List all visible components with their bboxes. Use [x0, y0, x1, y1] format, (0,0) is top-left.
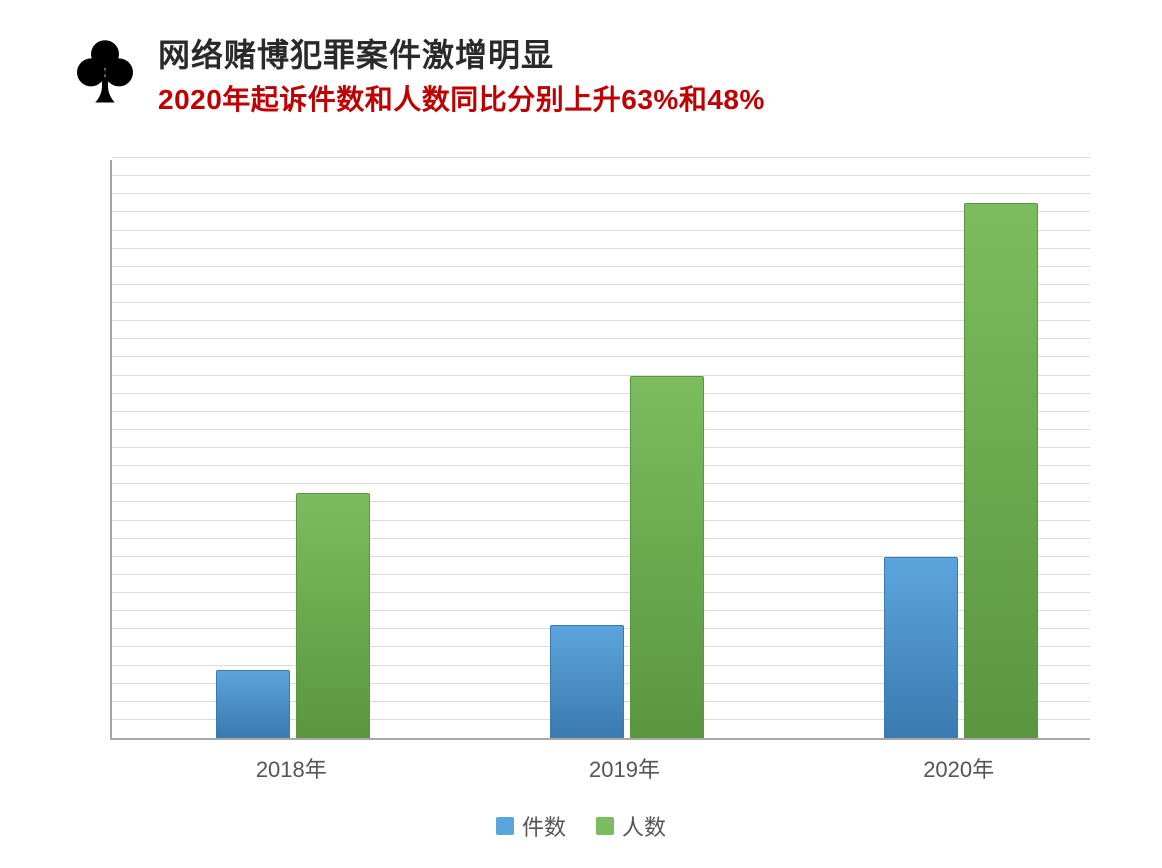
legend-item-people: 人数: [596, 810, 666, 842]
club-suit-icon: [70, 36, 140, 106]
gridline: [112, 284, 1090, 285]
gridline: [112, 302, 1090, 303]
gridline: [112, 266, 1090, 267]
legend-swatch-green: [596, 817, 614, 835]
x-axis-label: 2020年: [923, 752, 994, 784]
legend-item-cases: 件数: [496, 810, 566, 842]
gridline: [112, 501, 1090, 502]
gridline: [112, 211, 1090, 212]
x-axis-label: 2019年: [589, 752, 660, 784]
bar-人数-2019年: [630, 376, 704, 739]
gridline: [112, 338, 1090, 339]
bar-chart: [110, 160, 1090, 740]
bar-件数-2018年: [216, 670, 290, 738]
gridline: [112, 520, 1090, 521]
gridline: [112, 465, 1090, 466]
bar-人数-2018年: [296, 493, 370, 738]
chart-header: 网络赌博犯罪案件激增明显 2020年起诉件数和人数同比分别上升63%和48%: [70, 30, 765, 118]
legend-label: 件数: [522, 810, 566, 842]
gridline: [112, 411, 1090, 412]
legend: 件数 人数: [0, 810, 1162, 842]
gridline: [112, 538, 1090, 539]
bar-件数-2019年: [550, 625, 624, 738]
gridline: [112, 175, 1090, 176]
plot-area: [110, 160, 1090, 740]
gridline: [112, 393, 1090, 394]
gridline: [112, 157, 1090, 158]
gridline: [112, 356, 1090, 357]
bar-件数-2020年: [884, 557, 958, 738]
gridline: [112, 375, 1090, 376]
bar-人数-2020年: [964, 203, 1038, 738]
x-axis-label: 2018年: [256, 752, 327, 784]
gridline: [112, 193, 1090, 194]
gridline: [112, 248, 1090, 249]
gridline: [112, 230, 1090, 231]
gridline: [112, 429, 1090, 430]
title-sub: 2020年起诉件数和人数同比分别上升63%和48%: [158, 78, 765, 118]
gridline: [112, 483, 1090, 484]
gridline: [112, 447, 1090, 448]
gridline: [112, 320, 1090, 321]
title-main: 网络赌博犯罪案件激增明显: [158, 30, 765, 76]
legend-swatch-blue: [496, 817, 514, 835]
legend-label: 人数: [622, 810, 666, 842]
